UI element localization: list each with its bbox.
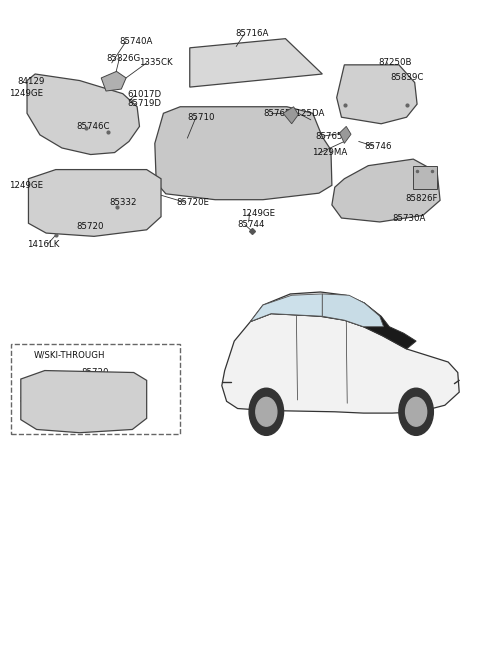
Polygon shape: [101, 72, 126, 91]
Polygon shape: [413, 166, 437, 189]
Text: 85720E: 85720E: [177, 198, 210, 207]
Polygon shape: [222, 314, 459, 413]
Text: 1249GE: 1249GE: [9, 181, 43, 190]
Text: 85730A: 85730A: [392, 213, 426, 222]
Polygon shape: [332, 159, 440, 222]
Circle shape: [249, 388, 284, 436]
Text: 1229MA: 1229MA: [312, 148, 347, 157]
Polygon shape: [190, 39, 323, 87]
Text: 85765: 85765: [263, 109, 290, 118]
Polygon shape: [283, 107, 299, 124]
FancyBboxPatch shape: [11, 344, 180, 434]
Polygon shape: [251, 292, 380, 327]
Text: 84129: 84129: [17, 77, 45, 86]
Text: 1249GE: 1249GE: [9, 89, 43, 98]
Text: 1249GE: 1249GE: [241, 209, 275, 218]
Polygon shape: [251, 294, 323, 321]
Text: W/SKI-THROUGH: W/SKI-THROUGH: [33, 351, 105, 360]
Polygon shape: [336, 65, 417, 124]
Polygon shape: [21, 371, 147, 433]
Text: 87250B: 87250B: [379, 58, 412, 68]
Polygon shape: [28, 170, 161, 236]
Text: 85719D: 85719D: [128, 99, 162, 108]
Text: 85826G: 85826G: [106, 54, 140, 63]
Circle shape: [406, 398, 427, 426]
Text: 85720: 85720: [81, 368, 108, 377]
Polygon shape: [346, 295, 416, 349]
Text: 85839C: 85839C: [391, 73, 424, 83]
Circle shape: [399, 388, 433, 436]
Polygon shape: [323, 294, 384, 327]
Text: 85746: 85746: [364, 142, 392, 150]
Text: 85740A: 85740A: [120, 37, 153, 46]
Polygon shape: [155, 107, 332, 199]
Text: 1335CK: 1335CK: [139, 58, 172, 68]
Text: 85720: 85720: [76, 222, 104, 231]
Text: 85716A: 85716A: [235, 29, 269, 38]
Circle shape: [256, 398, 277, 426]
Polygon shape: [27, 74, 140, 155]
Text: 61017D: 61017D: [128, 91, 162, 100]
Text: 85710: 85710: [187, 113, 215, 122]
Text: 85826F: 85826F: [405, 194, 438, 203]
Text: 85746C: 85746C: [76, 122, 110, 131]
Polygon shape: [339, 127, 351, 144]
Text: 87101: 87101: [19, 396, 47, 405]
Text: 1416LK: 1416LK: [27, 239, 60, 249]
Text: 85765: 85765: [316, 132, 343, 140]
Text: 85744: 85744: [238, 220, 265, 229]
Text: 1125DA: 1125DA: [290, 109, 324, 118]
Text: 85332: 85332: [110, 198, 137, 207]
